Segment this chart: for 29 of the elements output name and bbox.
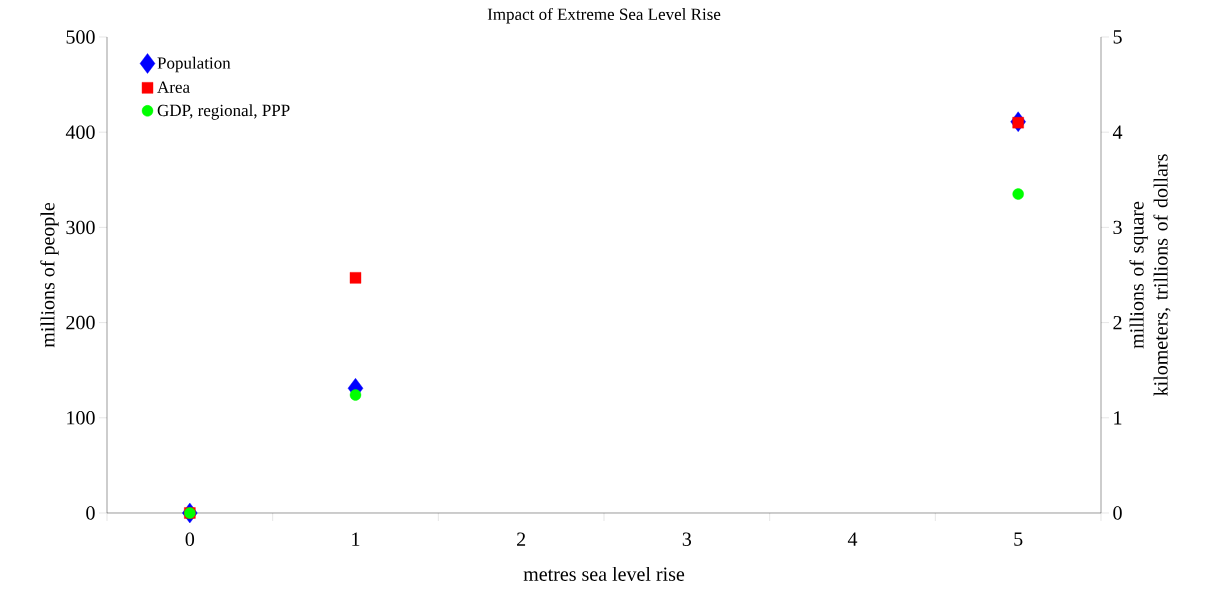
- y2-tick-label: 3: [1113, 220, 1122, 235]
- point: [1012, 188, 1024, 200]
- y-tick-label: 200: [66, 315, 95, 330]
- y2-tick-label: 2: [1113, 315, 1122, 330]
- x-tick-label: 2: [517, 532, 526, 546]
- x-tick-label: 4: [847, 532, 858, 546]
- x-axis-title: metres sea level rise: [523, 566, 685, 581]
- y2-tick-label: 0: [1113, 506, 1122, 520]
- y2-tick-label: 5: [1113, 30, 1122, 44]
- y-tick-label: 400: [65, 125, 95, 139]
- x-tick-label: 5: [1014, 532, 1023, 546]
- legend-label: Area: [157, 81, 190, 93]
- y-tick-label: 100: [67, 411, 95, 425]
- y2-tick-label: 4: [1112, 125, 1123, 139]
- y2-tick-label: 1: [1114, 411, 1122, 425]
- y-tick-label: 300: [66, 220, 95, 235]
- y2-axis-title: millions of square kilometers, trillions of dollars: [1129, 154, 1171, 396]
- x-tick-label: 1: [352, 532, 360, 546]
- x-tick-label: 3: [682, 532, 692, 546]
- y-tick-label: 0: [86, 506, 95, 520]
- legend-label: GDP, regional, PPP: [157, 104, 290, 120]
- point: [349, 389, 362, 401]
- point: [1012, 116, 1024, 129]
- y-tick-label: 500: [66, 30, 95, 44]
- chart-title: Impact of Extreme Sea Level Rise: [487, 7, 721, 24]
- x-tick-label: 0: [185, 532, 195, 547]
- legend-label: Population: [157, 56, 231, 73]
- point: [349, 272, 362, 284]
- y-axis-title: millions of people: [40, 202, 59, 348]
